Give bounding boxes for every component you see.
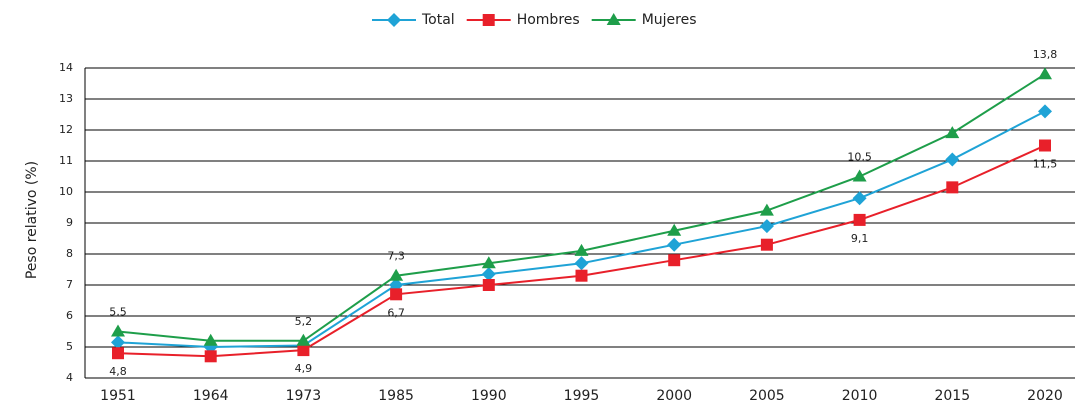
y-axis-label: Peso relativo (%) [24, 161, 40, 279]
y-tick-label: 6 [66, 309, 73, 322]
marker [297, 344, 310, 357]
x-tick-label: 1995 [564, 388, 600, 404]
data-label: 7,3 [387, 250, 405, 263]
data-label: 5,5 [109, 306, 127, 319]
marker [668, 254, 681, 267]
marker [204, 350, 217, 363]
marker [759, 219, 774, 234]
marker [389, 268, 404, 281]
marker [760, 238, 773, 251]
marker [667, 237, 682, 252]
marker [1039, 139, 1051, 152]
marker [945, 152, 960, 167]
legend-label: Total [421, 12, 455, 28]
marker [482, 14, 495, 26]
data-label: 4,9 [295, 362, 313, 375]
marker [1038, 67, 1052, 80]
marker [112, 347, 124, 360]
marker [852, 169, 867, 182]
data-label: 11,5 [1033, 158, 1058, 171]
marker [574, 243, 589, 256]
y-tick-label: 9 [66, 216, 73, 229]
marker [852, 191, 867, 206]
y-tick-label: 11 [59, 154, 73, 167]
data-label: 6,7 [387, 306, 405, 319]
y-tick-label: 12 [59, 123, 73, 136]
marker [203, 333, 218, 346]
marker [667, 223, 682, 236]
x-tick-label: 1951 [100, 388, 136, 404]
x-tick-label: 2005 [749, 388, 785, 404]
marker [111, 324, 125, 337]
x-tick-label: 2000 [656, 388, 692, 404]
marker [574, 256, 589, 271]
marker [481, 256, 496, 269]
data-label: 10,5 [847, 151, 872, 164]
marker [575, 269, 588, 282]
legend-label: Hombres [517, 12, 580, 28]
marker [945, 126, 960, 139]
marker [759, 203, 774, 216]
marker [296, 333, 311, 346]
y-tick-label: 10 [59, 185, 73, 198]
y-tick-label: 7 [66, 278, 73, 291]
marker [111, 335, 125, 350]
marker [946, 181, 959, 194]
legend-label: Mujeres [642, 12, 697, 28]
x-tick-label: 2010 [842, 388, 878, 404]
marker [387, 13, 401, 27]
x-tick-label: 1990 [471, 388, 507, 404]
x-tick-label: 1964 [193, 388, 229, 404]
marker [853, 213, 866, 226]
marker [606, 13, 621, 25]
x-tick-label: 2015 [934, 388, 970, 404]
marker [481, 267, 496, 282]
y-tick-label: 5 [66, 340, 73, 353]
y-tick-label: 8 [66, 247, 73, 260]
series-line [117, 110, 1046, 349]
y-tick-label: 13 [59, 92, 73, 105]
x-tick-label: 2020 [1027, 388, 1063, 404]
data-label: 13,8 [1033, 48, 1058, 61]
marker [1038, 104, 1052, 119]
marker [482, 279, 495, 291]
y-tick-label: 14 [59, 61, 73, 74]
data-label: 4,8 [109, 365, 127, 378]
y-tick-label: 4 [66, 371, 73, 384]
data-label: 9,1 [851, 232, 869, 245]
x-tick-label: 1985 [378, 388, 414, 404]
x-tick-label: 1973 [286, 388, 322, 404]
data-label: 5,2 [295, 315, 313, 328]
series-line [117, 73, 1046, 342]
marker [390, 288, 403, 301]
